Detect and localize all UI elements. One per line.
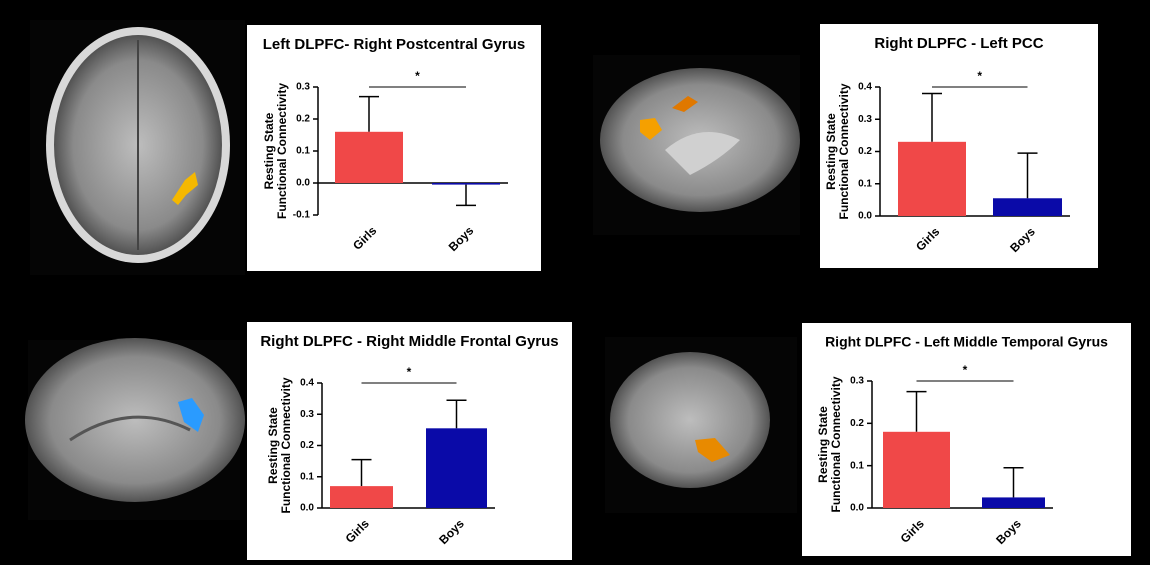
chart-title: Right DLPFC - Left PCC: [874, 35, 1043, 52]
y-tick-label: 0.2: [850, 418, 864, 429]
chart-title: Right DLPFC - Left Middle Temporal Gyrus: [825, 334, 1108, 350]
y-tick-label: 0.2: [858, 146, 872, 157]
panel-background: [802, 323, 1131, 556]
brain-image-lateral-left: [605, 337, 797, 513]
significance-label: *: [415, 69, 420, 83]
y-tick-label: 0.3: [850, 376, 864, 387]
y-axis-label: Resting State: [262, 112, 276, 189]
chart-title: Left DLPFC- Right Postcentral Gyrus: [263, 36, 526, 53]
y-tick-label: 0.1: [850, 460, 864, 471]
chart-panel: Right DLPFC - Left Middle Temporal Gyrus…: [802, 323, 1131, 556]
y-tick-label: 0.0: [850, 503, 864, 514]
y-tick-label: -0.1: [293, 210, 311, 221]
y-tick-label: 0.0: [300, 503, 314, 514]
brain-image-lateral: [25, 338, 245, 520]
panel-background: [247, 322, 572, 560]
bar: [335, 132, 403, 183]
bar: [432, 183, 500, 185]
y-axis-label: Resting State: [266, 407, 280, 484]
bar: [993, 198, 1062, 216]
y-tick-label: 0.2: [296, 114, 310, 125]
brain-image-axial: [30, 20, 245, 275]
bar: [898, 142, 966, 216]
y-axis-label: Resting State: [824, 113, 838, 190]
chart-panel: Right DLPFC - Right Middle Frontal Gyrus…: [247, 322, 572, 560]
chart-panel: Right DLPFC - Left PCC 0.0 0.1 0.2 0.3 0.4 Res…: [820, 24, 1098, 268]
y-axis-label: Functional Connectivity: [279, 377, 293, 513]
y-tick-label: 0.0: [858, 211, 872, 222]
y-tick-label: 0.0: [296, 178, 310, 189]
y-axis-label: Functional Connectivity: [829, 376, 843, 512]
significance-label: *: [407, 365, 412, 379]
y-axis-label: Functional Connectivity: [837, 83, 851, 219]
y-tick-label: 0.3: [296, 82, 310, 93]
y-tick-label: 0.1: [858, 178, 872, 189]
figure: Left DLPFC- Right Postcentral Gyrus -0.1 0…: [0, 0, 1150, 565]
y-tick-label: 0.4: [858, 82, 872, 93]
bar: [426, 428, 487, 508]
y-axis-label: Functional Connectivity: [275, 83, 289, 219]
chart-title: Right DLPFC - Right Middle Frontal Gyrus: [260, 333, 558, 350]
significance-label: *: [977, 69, 982, 83]
significance-label: *: [963, 363, 968, 377]
bar: [883, 432, 950, 508]
y-tick-label: 0.4: [300, 378, 314, 389]
bar: [330, 486, 393, 508]
y-tick-label: 0.1: [300, 471, 314, 482]
y-tick-label: 0.3: [300, 409, 314, 420]
y-tick-label: 0.1: [296, 146, 310, 157]
y-tick-label: 0.2: [300, 440, 314, 451]
y-axis-label: Resting State: [816, 406, 830, 483]
bar: [982, 497, 1045, 508]
y-tick-label: 0.3: [858, 114, 872, 125]
brain-image-sagittal: [593, 55, 800, 235]
chart-panel: Left DLPFC- Right Postcentral Gyrus -0.1 0…: [247, 25, 541, 271]
